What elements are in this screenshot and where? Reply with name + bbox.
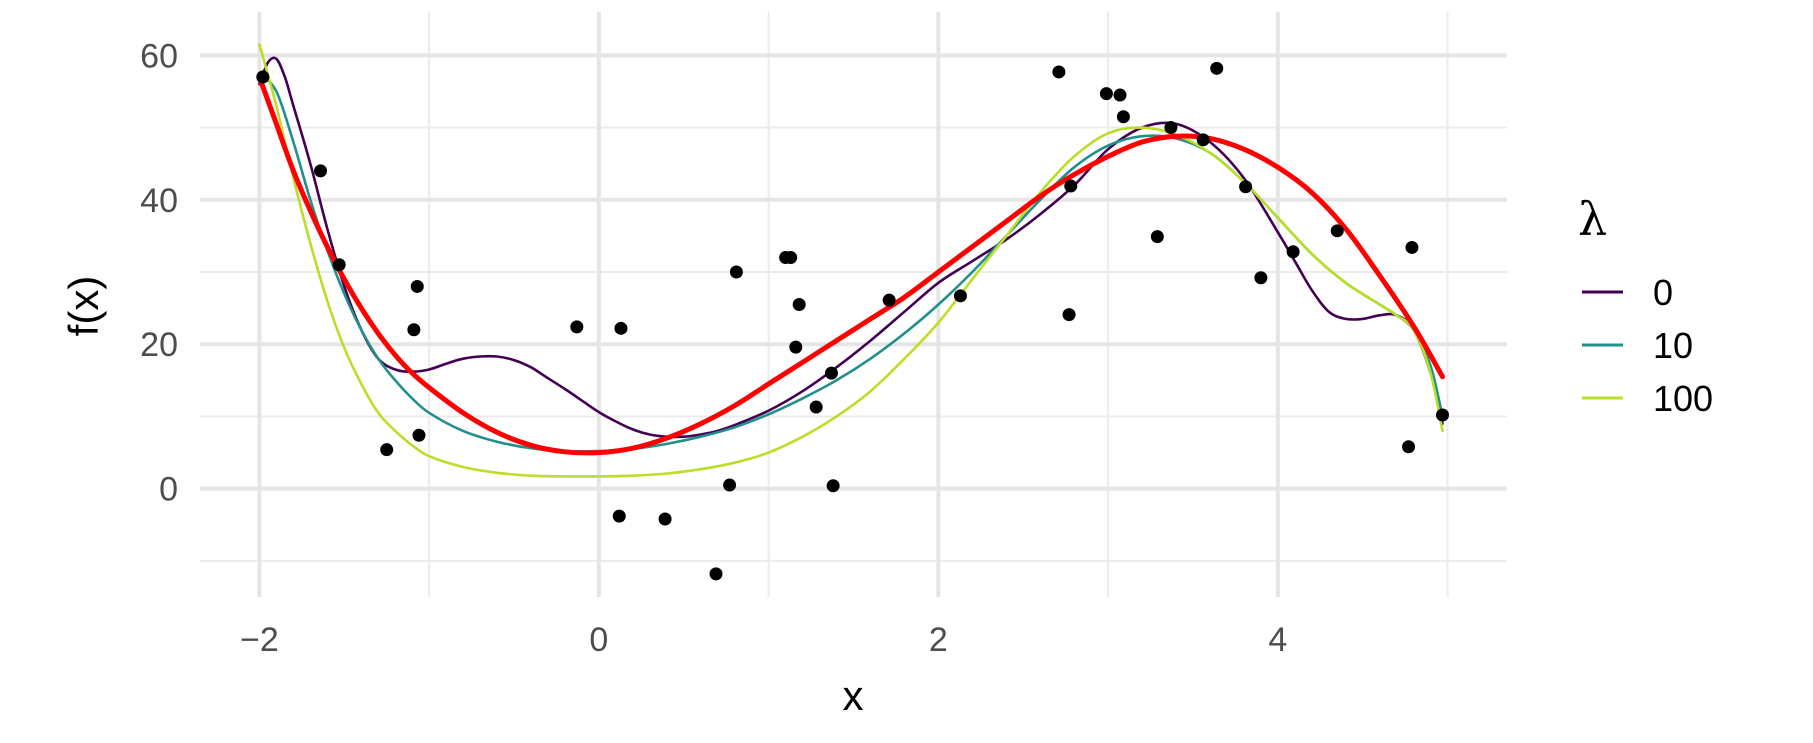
legend-entries: 0 10 100 — [1582, 272, 1713, 419]
data-point-17 — [792, 298, 806, 311]
data-point-2 — [332, 258, 346, 272]
data-point-7 — [570, 320, 584, 334]
data-points — [256, 61, 1449, 581]
data-point-21 — [882, 293, 896, 307]
series-lines — [256, 43, 1445, 478]
y-tick-label-2: 40 — [140, 182, 178, 220]
x-tick-label-2: 2 — [929, 621, 948, 659]
legend-label-10: 10 — [1653, 325, 1693, 366]
grid-major — [200, 12, 1507, 597]
x-tick-label-0: −2 — [240, 621, 279, 659]
data-point-0 — [256, 70, 270, 84]
data-point-12 — [723, 478, 737, 492]
data-point-19 — [824, 366, 838, 380]
data-point-11 — [709, 567, 723, 581]
series-line-0 — [258, 56, 1444, 439]
legend-label-0: 0 — [1653, 272, 1673, 313]
data-point-13 — [729, 265, 743, 279]
data-point-36 — [1330, 224, 1344, 238]
data-point-29 — [1150, 230, 1164, 244]
data-point-28 — [1116, 110, 1130, 124]
data-point-23 — [1052, 65, 1066, 79]
data-point-33 — [1239, 180, 1253, 194]
data-point-39 — [1435, 408, 1449, 422]
data-point-15 — [784, 251, 798, 265]
data-point-27 — [1113, 88, 1127, 102]
legend: λ 0 10 100 — [1578, 192, 1713, 419]
x-axis-title: x — [843, 672, 864, 719]
data-point-25 — [1064, 179, 1078, 193]
data-point-4 — [407, 323, 421, 337]
series-line-100 — [258, 43, 1444, 478]
y-tick-label-0: 0 — [159, 471, 178, 509]
data-point-34 — [1254, 271, 1268, 285]
data-point-9 — [614, 321, 628, 335]
data-point-31 — [1196, 133, 1210, 147]
x-tick-label-1: 0 — [589, 621, 608, 659]
data-point-35 — [1286, 245, 1300, 259]
legend-label-100: 100 — [1653, 378, 1713, 419]
y-tick-label-3: 60 — [140, 37, 178, 75]
data-point-10 — [658, 512, 672, 526]
x-tick-label-3: 4 — [1268, 621, 1287, 659]
data-point-6 — [412, 428, 426, 442]
data-point-26 — [1099, 87, 1113, 101]
y-axis-title: f(x) — [60, 276, 107, 337]
data-point-22 — [953, 289, 967, 303]
data-point-3 — [380, 443, 394, 457]
data-point-8 — [612, 509, 626, 523]
x-tick-labels: −2 0 2 4 — [240, 621, 1287, 659]
data-point-32 — [1210, 61, 1224, 75]
data-point-5 — [410, 279, 424, 293]
data-point-30 — [1164, 121, 1178, 135]
data-point-16 — [789, 340, 803, 354]
data-point-20 — [826, 479, 840, 493]
data-point-38 — [1405, 240, 1419, 254]
y-tick-label-1: 20 — [140, 326, 178, 364]
data-point-1 — [314, 164, 328, 178]
data-point-24 — [1062, 308, 1076, 322]
legend-title: λ — [1578, 192, 1607, 246]
y-tick-labels: 0 20 40 60 — [140, 37, 178, 508]
data-point-37 — [1402, 440, 1416, 454]
series-line-highlight — [256, 74, 1445, 456]
grid-minor — [200, 12, 1507, 597]
data-point-18 — [809, 400, 823, 414]
